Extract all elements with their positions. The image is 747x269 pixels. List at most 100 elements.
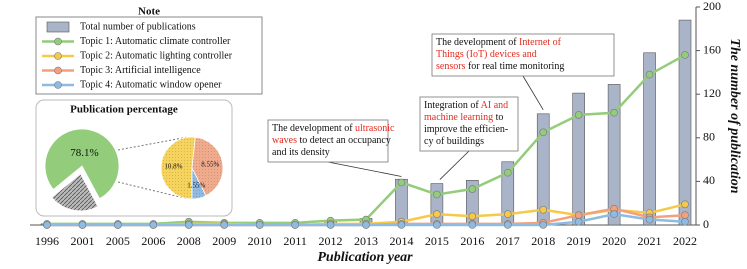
point — [503, 168, 512, 177]
point — [468, 185, 477, 193]
annotation-box — [419, 96, 519, 152]
inset-title: Publication percentage — [70, 104, 178, 116]
annotation-text: and its density — [272, 147, 330, 158]
point — [503, 221, 512, 229]
legend-marker — [54, 81, 62, 89]
annotation-segment: The development of — [272, 123, 355, 134]
legend-label: Topic 1: Automatic climate controller — [80, 36, 231, 47]
x-tick-label: 2005 — [106, 234, 130, 248]
point — [468, 212, 477, 221]
annotation-segment: Internet of — [519, 37, 562, 48]
x-tick-label: 2015 — [425, 234, 449, 248]
point — [681, 51, 689, 59]
legend-swatch — [46, 21, 70, 33]
point — [610, 108, 618, 117]
point — [468, 221, 477, 229]
annotation-text: sensors for real time monitoring — [436, 61, 564, 72]
point — [681, 217, 689, 226]
point — [574, 217, 583, 226]
point — [149, 221, 158, 229]
pie-slice — [44, 128, 120, 200]
pie-texture — [192, 168, 206, 199]
x-axis-title: Publication year — [317, 250, 413, 265]
bar — [678, 19, 692, 226]
x-tick-label: 2020 — [602, 234, 626, 248]
x-tick-label: 2010 — [248, 234, 272, 248]
annotation-segment: and its density — [272, 147, 330, 158]
annotation-text: improve the efficien- — [424, 124, 508, 135]
point — [362, 221, 370, 229]
annotation-box — [267, 119, 389, 163]
annotation-box — [431, 33, 615, 77]
x-tick-label: 2019 — [567, 234, 591, 248]
legend-marker — [54, 37, 62, 46]
annotation-text: machine learning to — [424, 112, 503, 123]
point — [645, 215, 654, 224]
point — [539, 128, 548, 137]
point — [433, 210, 441, 218]
point — [397, 178, 406, 187]
x-tick-label: 2006 — [141, 234, 165, 248]
point — [220, 221, 229, 229]
annotation-segment: ultrasonic — [355, 123, 395, 134]
point — [291, 221, 299, 229]
point — [645, 70, 654, 79]
y-tick-label: 120 — [703, 86, 721, 100]
x-tick-label: 2012 — [319, 234, 343, 248]
annotation-segment: Things (IoT) devices and — [436, 49, 537, 60]
point — [433, 190, 441, 199]
x-tick-label: 2022 — [673, 234, 697, 248]
annotation-text: The development of ultrasonic — [272, 123, 395, 134]
annotation-arrow — [327, 161, 402, 177]
x-tick-label: 2014 — [389, 234, 413, 248]
annotation-segment: waves — [272, 135, 297, 146]
y-tick-label: 0 — [703, 217, 709, 231]
point — [681, 200, 689, 209]
bar — [607, 84, 621, 226]
point — [397, 221, 406, 229]
point — [433, 221, 441, 229]
annotation-segment: to — [493, 112, 503, 123]
annotation-text: The development of Internet of — [436, 37, 562, 48]
point — [78, 221, 87, 229]
x-tick-label: 2016 — [460, 234, 484, 248]
annotation-segment: to detect an occupancy — [297, 135, 391, 146]
point — [255, 221, 264, 229]
legend-title: Note — [138, 6, 160, 18]
point — [574, 111, 583, 119]
pie-texture — [192, 137, 223, 196]
point — [43, 221, 51, 229]
x-tick-label: 2018 — [531, 234, 555, 248]
x-tick-label: 2009 — [212, 234, 236, 248]
annotation-arrow — [439, 150, 470, 180]
x-tick-label: 2021 — [638, 234, 662, 248]
x-tick-label: 1996 — [35, 234, 59, 248]
annotation-text: cy of buildings — [424, 136, 484, 147]
pie-label: 10.8% — [164, 163, 182, 171]
point — [539, 221, 548, 229]
connector — [117, 181, 189, 200]
y-tick-label: 200 — [703, 0, 721, 13]
annotation-segment: machine learning — [424, 112, 493, 123]
pie-label: 8.55% — [201, 160, 219, 168]
x-tick-label: 2001 — [70, 234, 94, 248]
x-tick-label: 2008 — [177, 234, 201, 248]
x-tick-label: 2017 — [496, 234, 520, 248]
bar — [430, 183, 444, 226]
legend-label: Topic 3: Artificial intelligence — [80, 65, 201, 76]
x-tick-label: 2011 — [283, 234, 307, 248]
pie-slice — [51, 173, 99, 212]
y-tick-label: 40 — [703, 173, 715, 187]
point — [610, 210, 618, 218]
x-tick-label: 2013 — [354, 234, 378, 248]
pie-label: 1.55% — [187, 182, 205, 190]
pie-label: 78.1% — [70, 147, 98, 159]
legend-marker — [54, 66, 62, 75]
pie-texture — [160, 137, 196, 199]
y-tick-label: 80 — [703, 130, 715, 144]
annotation-segment: improve the efficien- — [424, 124, 508, 135]
point — [184, 221, 193, 229]
annotation-segment: sensors — [436, 61, 466, 72]
legend-label: Total number of publications — [80, 21, 196, 32]
